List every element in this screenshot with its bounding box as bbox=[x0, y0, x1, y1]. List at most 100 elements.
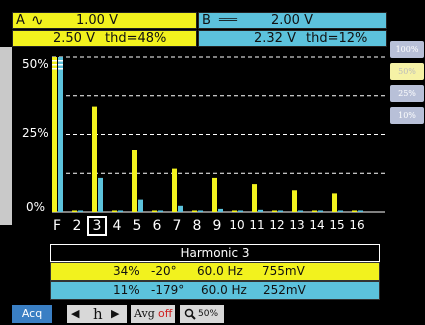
bar-a-15 bbox=[332, 193, 337, 212]
bar-b-5 bbox=[138, 199, 143, 212]
bar-a-16 bbox=[352, 210, 357, 212]
overrange-marker bbox=[52, 64, 57, 66]
nav-left-icon[interactable]: ◀ bbox=[71, 307, 80, 320]
bar-b-2 bbox=[78, 210, 83, 212]
x-tick-label-11[interactable]: 11 bbox=[249, 218, 265, 232]
zoom-value: 50% bbox=[198, 309, 219, 319]
channel-b-measure-bar: 2.32 V thd=12% bbox=[198, 30, 387, 47]
bar-a-3 bbox=[92, 106, 97, 212]
x-tick-label-5[interactable]: 5 bbox=[132, 218, 142, 234]
x-tick-label-10[interactable]: 10 bbox=[229, 218, 245, 232]
oscilloscope-screen: A ∿ 1.00 V B ═══ 2.00 V 2.50 V thd=48% 2… bbox=[12, 0, 387, 325]
average-toggle[interactable]: Avg off bbox=[131, 305, 175, 323]
harmonic-b-frequency: 60.0 Hz bbox=[201, 283, 247, 297]
bar-b-10 bbox=[238, 210, 243, 212]
zoom-button[interactable]: 50% bbox=[180, 305, 224, 323]
harmonic-a-amplitude: 755mV bbox=[262, 264, 305, 278]
zoom-option-10[interactable]: 10% bbox=[390, 107, 424, 124]
bar-b-12 bbox=[278, 210, 283, 212]
bar-a-11 bbox=[252, 184, 257, 212]
bar-a-F bbox=[52, 57, 57, 212]
acq-button[interactable]: Acq bbox=[12, 305, 52, 323]
bar-a-10 bbox=[232, 210, 237, 212]
harmonic-title: Harmonic 3 bbox=[50, 244, 380, 262]
bar-a-8 bbox=[192, 210, 197, 212]
harmonics-bar-chart bbox=[52, 56, 385, 213]
channel-a-thd: thd=48% bbox=[105, 31, 167, 46]
zoom-option-25[interactable]: 25% bbox=[390, 85, 424, 102]
bar-b-3 bbox=[98, 177, 103, 212]
harmonic-b-amplitude: 252mV bbox=[263, 283, 306, 297]
y-tick-label-50: 50% bbox=[22, 57, 49, 71]
bar-a-12 bbox=[272, 210, 277, 212]
x-tick-label-4[interactable]: 4 bbox=[112, 218, 122, 234]
magnifier-icon bbox=[184, 308, 196, 320]
x-tick-label-7[interactable]: 7 bbox=[172, 218, 182, 234]
channel-b-thd: thd=12% bbox=[306, 31, 368, 46]
nav-label: h bbox=[93, 305, 103, 323]
harmonic-row-channel-a: 34% -20° 60.0 Hz 755mV bbox=[50, 262, 380, 281]
x-tick-label-9[interactable]: 9 bbox=[212, 218, 222, 234]
nav-right-icon[interactable]: ▶ bbox=[111, 307, 120, 320]
bottom-toolbar: Acq ◀ h ▶ Avg off 50% bbox=[12, 303, 387, 325]
bar-b-14 bbox=[318, 210, 323, 212]
harmonic-a-frequency: 60.0 Hz bbox=[197, 264, 243, 278]
x-tick-label-3[interactable]: 3 bbox=[87, 216, 107, 236]
harmonic-a-percent: 34% bbox=[113, 264, 140, 278]
bar-a-5 bbox=[132, 150, 137, 212]
bar-b-F bbox=[58, 57, 63, 212]
bar-b-16 bbox=[358, 210, 363, 212]
harmonic-b-percent: 11% bbox=[113, 283, 140, 297]
x-tick-label-F[interactable]: F bbox=[52, 218, 62, 234]
channel-a-scale: 1.00 V bbox=[76, 13, 118, 28]
avg-state: off bbox=[158, 307, 173, 320]
overrange-marker bbox=[58, 64, 63, 66]
y-tick-label-25: 25% bbox=[22, 126, 49, 140]
x-tick-label-8[interactable]: 8 bbox=[192, 218, 202, 234]
bar-b-9 bbox=[218, 208, 223, 212]
overrange-marker bbox=[52, 68, 57, 70]
channel-b-scale: 2.00 V bbox=[271, 13, 313, 28]
bar-a-6 bbox=[152, 210, 157, 212]
harmonic-nav-control[interactable]: ◀ h ▶ bbox=[67, 305, 127, 323]
left-side-strip bbox=[0, 47, 12, 225]
channel-b-scale-bar[interactable]: B ═══ 2.00 V bbox=[198, 12, 387, 29]
y-tick-label-0: 0% bbox=[26, 200, 46, 214]
overrange-marker bbox=[58, 60, 63, 62]
avg-label: Avg bbox=[134, 307, 155, 320]
dc-coupling-icon: ═══ bbox=[219, 15, 238, 26]
channel-b-rms: 2.32 V bbox=[254, 31, 296, 46]
bar-a-2 bbox=[72, 210, 77, 212]
x-tick-label-13[interactable]: 13 bbox=[289, 218, 305, 232]
channel-b-label: B bbox=[202, 13, 211, 28]
x-tick-label-6[interactable]: 6 bbox=[152, 218, 162, 234]
bar-b-13 bbox=[298, 210, 303, 212]
harmonic-a-phase: -20° bbox=[151, 264, 177, 278]
bar-b-15 bbox=[338, 210, 343, 212]
bar-b-8 bbox=[198, 210, 203, 212]
channel-a-scale-bar[interactable]: A ∿ 1.00 V bbox=[12, 12, 197, 29]
harmonic-row-channel-b: 11% -179° 60.0 Hz 252mV bbox=[50, 281, 380, 300]
bar-b-7 bbox=[178, 205, 183, 212]
channel-a-measure-bar: 2.50 V thd=48% bbox=[12, 30, 197, 47]
zoom-option-100[interactable]: 100% bbox=[390, 41, 424, 58]
harmonic-info-panel: Harmonic 3 34% -20° 60.0 Hz 755mV 11% -1… bbox=[50, 244, 380, 300]
x-tick-label-14[interactable]: 14 bbox=[309, 218, 325, 232]
x-tick-label-12[interactable]: 12 bbox=[269, 218, 285, 232]
bar-a-7 bbox=[172, 168, 177, 212]
bar-a-13 bbox=[292, 190, 297, 212]
x-tick-label-16[interactable]: 16 bbox=[349, 218, 365, 232]
zoom-option-50[interactable]: 50% bbox=[390, 63, 424, 80]
bar-b-11 bbox=[258, 209, 263, 212]
harmonic-b-phase: -179° bbox=[151, 283, 185, 297]
overrange-marker bbox=[52, 60, 57, 62]
bar-a-4 bbox=[112, 210, 117, 212]
x-tick-label-2[interactable]: 2 bbox=[72, 218, 82, 234]
x-tick-label-15[interactable]: 15 bbox=[329, 218, 345, 232]
ac-coupling-icon: ∿ bbox=[31, 11, 44, 29]
bar-b-4 bbox=[118, 210, 123, 212]
overrange-marker bbox=[58, 68, 63, 70]
channel-a-rms: 2.50 V bbox=[53, 31, 95, 46]
bar-a-9 bbox=[212, 177, 217, 212]
bar-b-6 bbox=[158, 210, 163, 212]
